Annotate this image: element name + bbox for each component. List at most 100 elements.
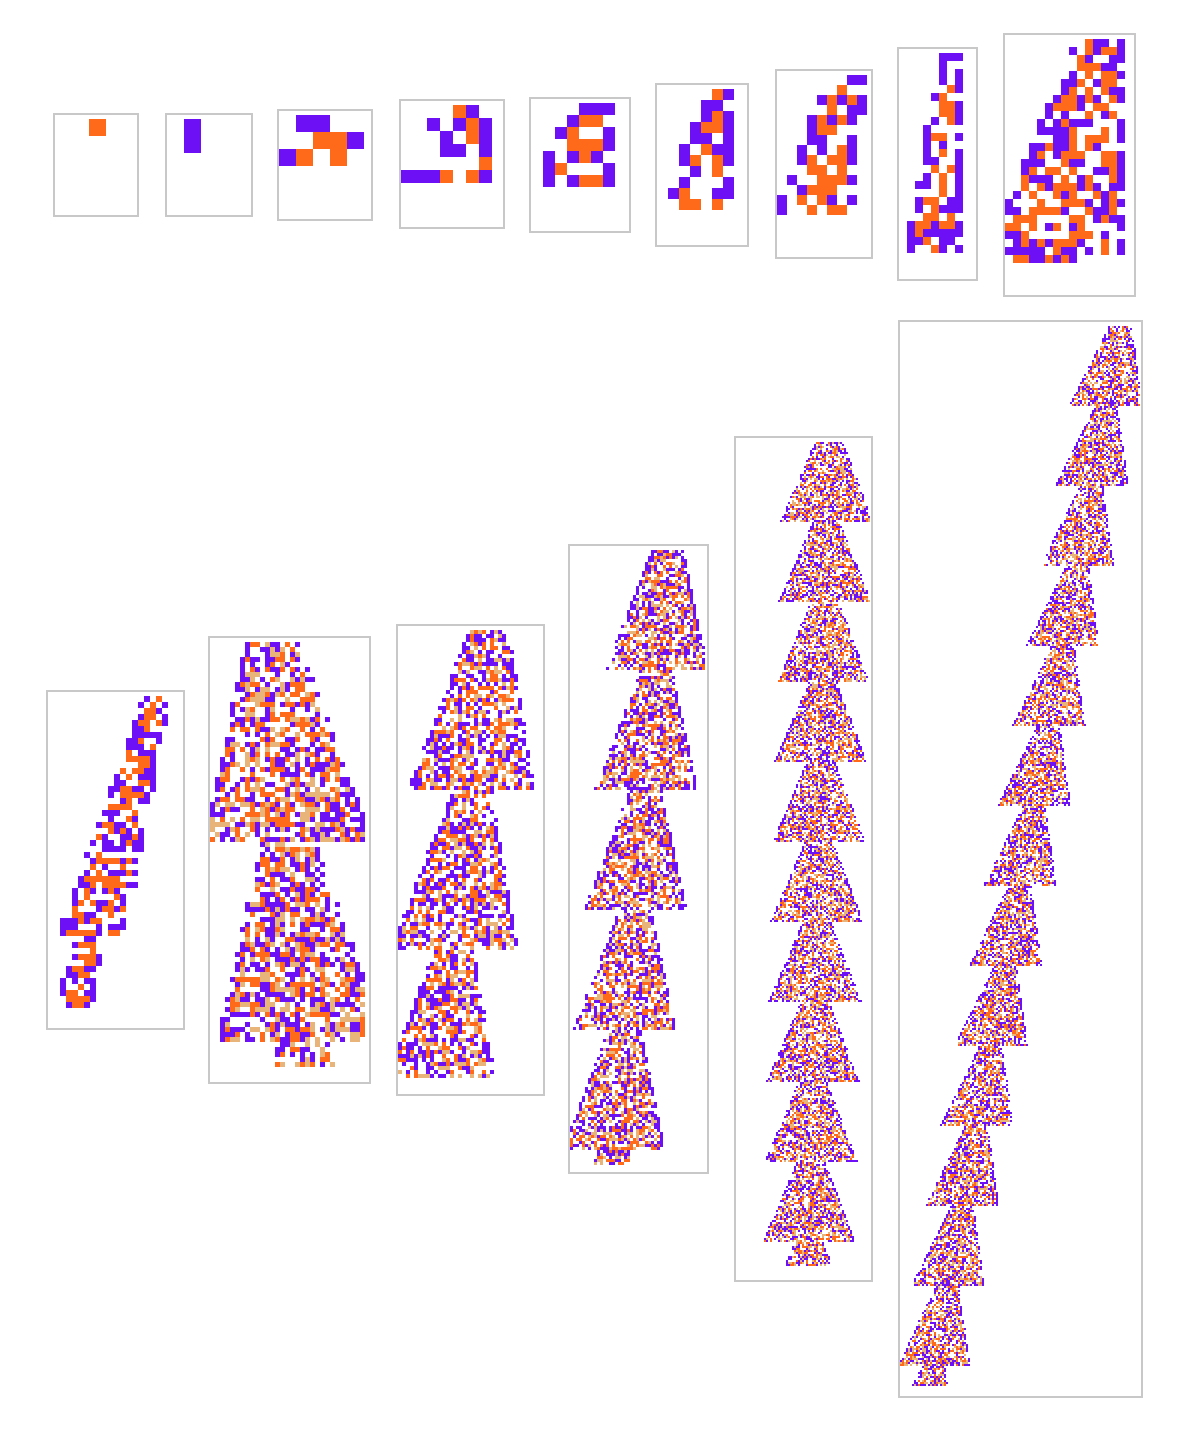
ca-cell (847, 155, 857, 165)
ca-cell (678, 766, 681, 769)
ca-cell (450, 922, 454, 926)
ca-cell (526, 750, 530, 754)
ca-cell (295, 702, 300, 707)
ca-panel-12 (396, 624, 545, 1096)
ca-cell (486, 830, 490, 834)
ca-cell (666, 670, 669, 673)
ca-cell (418, 1014, 422, 1018)
ca-cell (654, 805, 657, 808)
ca-cell (681, 616, 684, 619)
ca-cell (285, 642, 290, 647)
ca-cell (78, 930, 84, 936)
ca-cell (280, 1007, 285, 1012)
ca-cell (430, 962, 434, 966)
ca-cell (330, 757, 335, 762)
ca-cell (666, 577, 669, 580)
ca-cell (275, 847, 280, 852)
ca-cell (355, 982, 360, 987)
ca-cell (270, 837, 275, 842)
ca-cell (712, 155, 723, 166)
ca-cell (422, 898, 426, 902)
ca-cell (235, 1032, 240, 1037)
ca-cell (510, 946, 514, 950)
ca-cell (663, 775, 666, 778)
ca-cell (442, 818, 446, 822)
ca-cell (478, 650, 482, 654)
ca-cell (1101, 239, 1109, 247)
ca-cell (414, 170, 427, 183)
ca-cell (438, 974, 442, 978)
ca-cell (657, 847, 660, 850)
ca-cell (466, 1014, 470, 1018)
ca-cell (817, 165, 827, 175)
ca-cell (270, 1007, 275, 1012)
ca-cell (645, 754, 648, 757)
ca-cell (430, 734, 434, 738)
ca-cell (270, 902, 275, 907)
ca-cell (410, 942, 414, 946)
ca-cell (290, 807, 295, 812)
ca-cell (630, 757, 633, 760)
ca-cell (1053, 95, 1061, 103)
ca-cell (657, 844, 660, 847)
ca-cell (418, 1026, 422, 1030)
ca-cell (474, 986, 478, 990)
ca-cell (310, 762, 315, 767)
ca-cell (654, 709, 657, 712)
ca-cell (660, 553, 663, 556)
ca-cell (474, 902, 478, 906)
ca-cell (255, 927, 260, 932)
ca-cell (645, 664, 648, 667)
ca-cell (450, 730, 454, 734)
ca-cell (684, 625, 687, 628)
ca-cell (138, 834, 144, 840)
ca-cell (300, 792, 305, 797)
ca-cell (639, 820, 642, 823)
ca-cell (642, 715, 645, 718)
ca-cell (645, 835, 648, 838)
ca-cell (315, 977, 320, 982)
ca-cell (434, 782, 438, 786)
ca-cell (225, 767, 230, 772)
ca-cell (438, 766, 442, 770)
ca-cell (245, 777, 250, 782)
ca-cell (470, 886, 474, 890)
ca-cell (108, 882, 114, 888)
ca-cell (285, 767, 290, 772)
ca-cell (426, 966, 430, 970)
ca-cell (250, 677, 255, 682)
ca-cell (693, 622, 696, 625)
ca-cell (462, 1022, 466, 1026)
ca-cell (624, 847, 627, 850)
ca-cell (458, 678, 462, 682)
ca-cell (1069, 47, 1077, 55)
ca-cell (615, 757, 618, 760)
ca-cell (462, 826, 466, 830)
ca-pattern-7 (777, 75, 867, 215)
ca-cell (84, 990, 90, 996)
ca-cell (458, 814, 462, 818)
ca-cell (320, 777, 325, 782)
ca-cell (645, 616, 648, 619)
ca-cell (642, 739, 645, 742)
ca-cell (462, 930, 466, 934)
ca-cell (654, 562, 657, 565)
ca-cell (280, 962, 285, 967)
ca-cell (636, 706, 639, 709)
ca-cell (454, 794, 458, 798)
ca-cell (438, 886, 442, 890)
ca-cell (654, 712, 657, 715)
ca-cell (426, 1066, 430, 1070)
ca-cell (486, 1046, 490, 1050)
ca-cell (300, 977, 305, 982)
ca-cell (482, 1046, 486, 1050)
ca-cell (458, 826, 462, 830)
ca-cell (285, 742, 290, 747)
ca-cell (446, 774, 450, 778)
ca-cell (458, 778, 462, 782)
ca-cell (355, 1032, 360, 1037)
ca-cell (305, 812, 310, 817)
ca-cell (108, 840, 114, 846)
ca-cell (612, 772, 615, 775)
ca-cell (510, 750, 514, 754)
